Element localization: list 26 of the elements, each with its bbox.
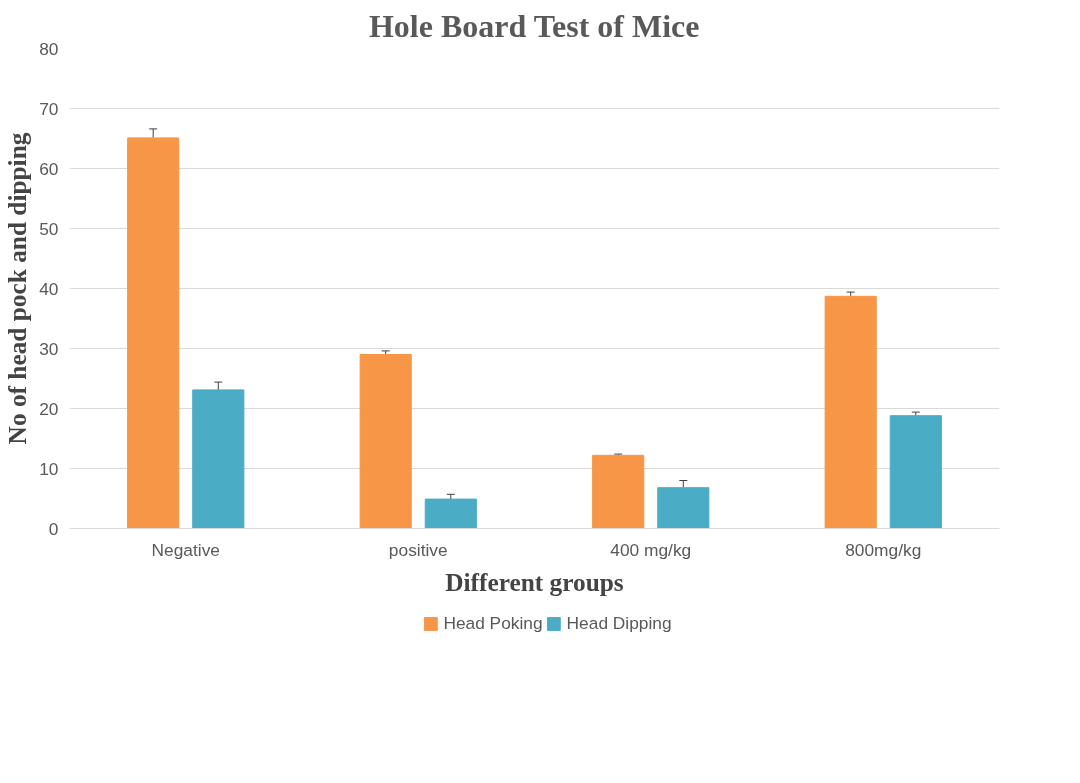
bar xyxy=(424,498,477,529)
bar xyxy=(192,389,245,529)
bar xyxy=(889,415,942,529)
legend-label: Head Poking xyxy=(443,612,543,634)
bar xyxy=(824,295,877,529)
x-tick-label: 400 mg/kg xyxy=(610,539,692,560)
x-tick-label: Negative xyxy=(151,539,220,560)
chart-title: Hole Board Test of Mice xyxy=(368,7,700,44)
y-tick-label: 20 xyxy=(39,398,59,419)
y-tick-label: 70 xyxy=(39,98,59,119)
x-tick-label: 800mg/kg xyxy=(845,539,922,560)
bar xyxy=(127,137,180,529)
legend-label: Head Dipping xyxy=(566,612,672,634)
bar xyxy=(592,454,645,529)
y-tick-label: 50 xyxy=(39,218,59,239)
x-axis-title: Different groups xyxy=(445,567,624,596)
y-tick-label: 60 xyxy=(39,158,59,179)
y-tick-label: 80 xyxy=(39,38,59,59)
bar xyxy=(359,354,412,529)
y-tick-label: 10 xyxy=(39,458,59,479)
y-tick-label: 40 xyxy=(39,278,59,299)
y-axis-title: No of head pock and dipping xyxy=(3,132,32,445)
y-tick-label: 30 xyxy=(39,338,59,359)
bar xyxy=(657,487,710,529)
x-tick-label: positive xyxy=(388,539,448,560)
y-tick-label: 0 xyxy=(48,518,59,539)
